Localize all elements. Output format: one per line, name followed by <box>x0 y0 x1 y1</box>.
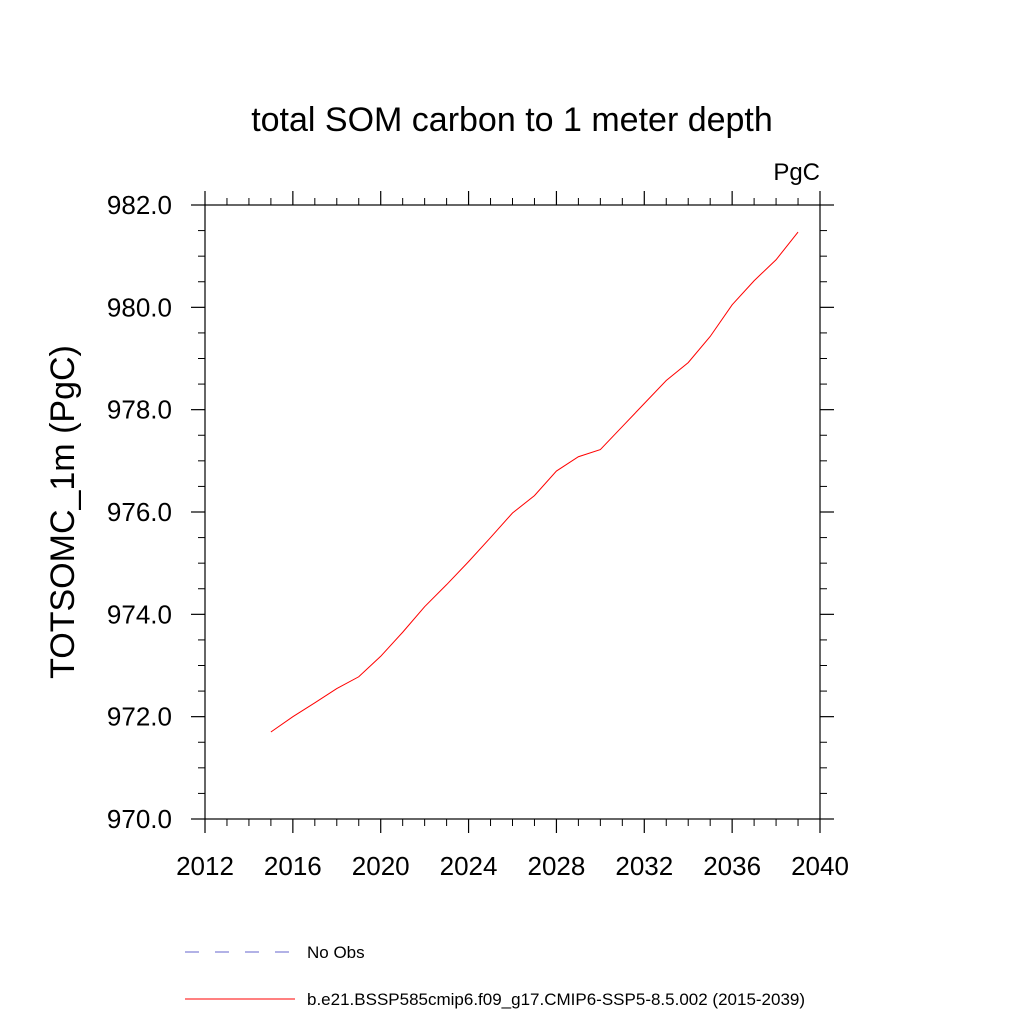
y-tick-labels: 970.0 972.0 974.0 976.0 978.0 980.0 982.0 <box>107 190 172 834</box>
x-tick-label: 2012 <box>176 851 234 881</box>
x-tick-labels: 2012 2016 2020 2024 2028 2032 2036 2040 <box>176 851 849 881</box>
x-tick-label: 2024 <box>440 851 498 881</box>
y-axis-label: TOTSOMC_1m (PgC) <box>44 345 82 679</box>
y-tick-label: 974.0 <box>107 599 172 629</box>
units-label: PgC <box>773 159 820 186</box>
y-tick-label: 970.0 <box>107 804 172 834</box>
y-tick-label: 980.0 <box>107 292 172 322</box>
x-tick-label: 2016 <box>264 851 322 881</box>
plot-frame <box>204 204 821 820</box>
legend: No Obs b.e21.BSSP585cmip6.f09_g17.CMIP6-… <box>185 943 805 1009</box>
legend-label-ssp585: b.e21.BSSP585cmip6.f09_g17.CMIP6-SSP5-8.… <box>307 990 805 1009</box>
axis-ticks <box>191 191 834 833</box>
y-tick-label: 982.0 <box>107 190 172 220</box>
chart-title: total SOM carbon to 1 meter depth <box>251 101 773 139</box>
series-line-ssp585 <box>270 231 799 733</box>
x-tick-label: 2032 <box>615 851 673 881</box>
x-tick-label: 2040 <box>791 851 849 881</box>
legend-label-no-obs: No Obs <box>307 943 365 962</box>
x-tick-label: 2036 <box>703 851 761 881</box>
y-tick-label: 972.0 <box>107 702 172 732</box>
series-lines <box>270 231 799 733</box>
y-tick-label: 976.0 <box>107 497 172 527</box>
x-tick-label: 2028 <box>528 851 586 881</box>
x-tick-label: 2020 <box>352 851 410 881</box>
y-tick-label: 978.0 <box>107 395 172 425</box>
